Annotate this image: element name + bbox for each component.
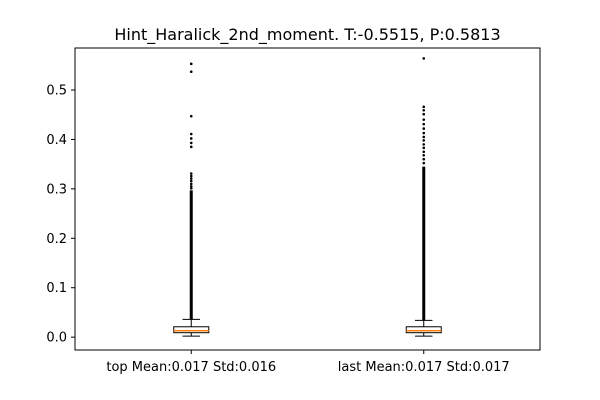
outlier-point [189, 182, 193, 186]
box-iqr [405, 326, 442, 334]
outlier-point [189, 174, 193, 178]
y-tick-label: 0.1 [46, 281, 67, 296]
outlier-point [189, 114, 193, 118]
x-tick-label: last Mean:0.017 Std:0.017 [338, 360, 510, 375]
outlier-point [422, 131, 426, 135]
chart-title: Hint_Haralick_2nd_moment. T:-0.5515, P:0… [114, 25, 500, 45]
outlier-point [422, 161, 426, 165]
outlier-point [422, 139, 426, 142]
outlier-point [422, 122, 426, 126]
outlier-point [422, 157, 426, 161]
x-tick-label: top Mean:0.017 Std:0.016 [106, 360, 276, 375]
outlier-point [189, 187, 193, 190]
box-series [173, 57, 442, 337]
outlier-point [422, 135, 426, 139]
outlier-point [189, 145, 193, 149]
outlier-point [189, 179, 193, 183]
outlier-point [189, 185, 193, 188]
plot-frame [74, 47, 541, 351]
y-tick-label: 0.4 [46, 133, 67, 148]
outlier-point [189, 172, 193, 175]
outlier-point [189, 141, 193, 145]
outlier-point [189, 62, 193, 66]
y-tick-label: 0.5 [46, 84, 67, 99]
outlier-point [422, 143, 426, 146]
box-group [173, 62, 210, 337]
outlier-point [189, 137, 193, 140]
outlier-point [422, 105, 426, 109]
y-tick-label: 0.3 [46, 182, 67, 197]
outlier-point [422, 112, 426, 116]
outlier-point [422, 108, 426, 112]
outlier-point [422, 146, 426, 150]
outlier-point [422, 150, 426, 154]
outlier-point [422, 118, 426, 121]
outlier-point [422, 57, 426, 60]
x-axis: top Mean:0.017 Std:0.016 last Mean:0.017 … [106, 350, 510, 375]
outlier-point [189, 132, 193, 136]
y-tick-label: 0.0 [46, 331, 67, 346]
outlier-point [189, 177, 193, 180]
y-axis: 0.0 0.1 0.2 0.3 0.4 0.5 [46, 84, 75, 346]
y-tick-label: 0.2 [46, 232, 67, 247]
outlier-point [422, 127, 426, 130]
outlier-point [422, 153, 426, 157]
box-group [405, 57, 442, 337]
outlier-point [189, 70, 193, 74]
box-iqr [173, 326, 210, 334]
